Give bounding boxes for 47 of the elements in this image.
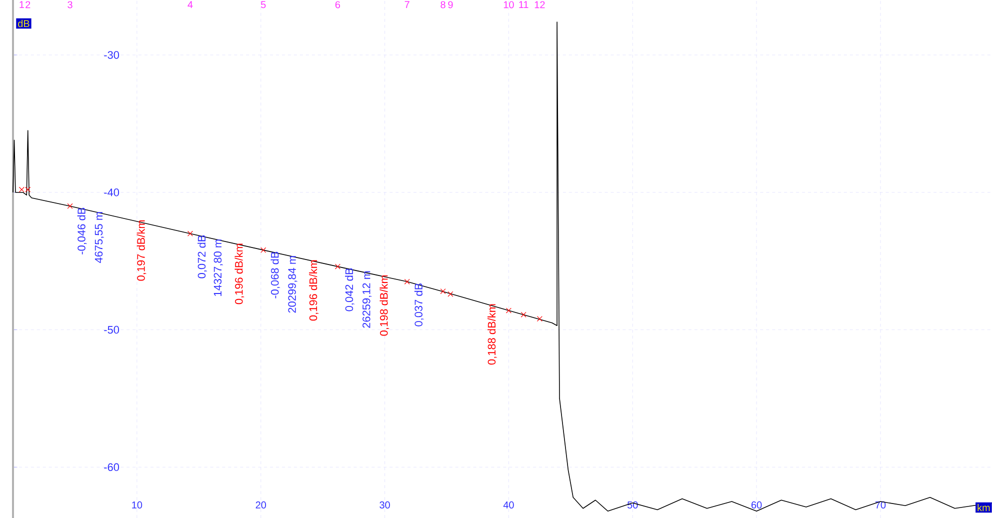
y-tick-label: -50	[104, 326, 120, 334]
annotation: 6	[335, 1, 340, 8]
annotation: -0,068 dB	[270, 252, 280, 298]
annotation: 2	[26, 1, 30, 8]
y-tick-label: -30	[104, 51, 120, 59]
annotation: 0,198 dB/km	[380, 275, 390, 336]
point	[520, 312, 526, 318]
annotation: 12	[534, 1, 545, 8]
annotation: 10	[504, 1, 514, 8]
annotation: 0,188 dB/km	[488, 304, 497, 365]
x-tick-label: 30	[380, 501, 390, 508]
point	[536, 316, 542, 322]
point	[448, 291, 454, 297]
annotation: 3	[68, 1, 72, 8]
point	[187, 230, 193, 236]
point	[506, 308, 512, 314]
annotation: -0,046 dB	[77, 208, 87, 254]
annotation: 14327,80 m	[214, 240, 223, 296]
point	[440, 288, 446, 294]
annotation: 1	[20, 1, 24, 8]
annotation: 26259,12 m	[362, 271, 372, 328]
y-tick-label: -60	[104, 463, 120, 472]
point	[260, 247, 266, 253]
x-tick-label: 10	[132, 501, 142, 508]
annotation: 0,196 dB/km	[309, 260, 318, 321]
x-tick-label: 40	[503, 501, 514, 508]
annotation: 20299,84 m	[288, 256, 298, 313]
annotation: 0,196 dB/km	[234, 244, 244, 304]
x-tick-label: 20	[256, 501, 266, 508]
annotation: 4	[188, 1, 193, 8]
annotation: 11	[519, 1, 528, 8]
point	[334, 264, 340, 270]
annotation: 0,037 dB	[414, 283, 424, 326]
x-axis-title: km	[978, 504, 990, 512]
annotation: 5	[260, 1, 266, 8]
y-axis-title: dB	[18, 20, 30, 28]
annotation: 0,072 dB	[198, 235, 207, 278]
annotation: 0,197 dB/km	[136, 220, 146, 281]
annotation: 0,042 dB	[345, 268, 354, 312]
annotation: 9	[448, 1, 453, 8]
annotation: 4675,55 m	[94, 212, 104, 263]
annotation: 7	[404, 1, 410, 8]
x-tick-label: 60	[752, 501, 762, 508]
y-tick-label: -40	[104, 188, 120, 196]
point	[404, 278, 410, 284]
annotation: 8	[440, 1, 446, 8]
point	[67, 203, 73, 209]
